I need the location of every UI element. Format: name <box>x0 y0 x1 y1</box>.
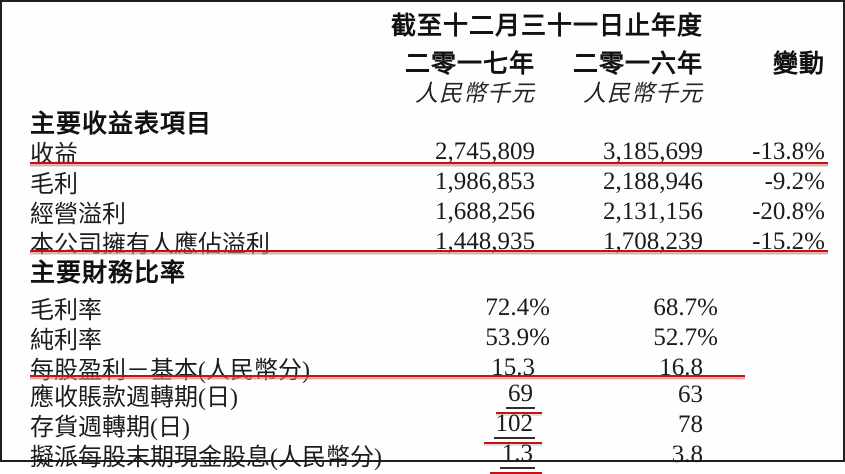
value-2016: 63 <box>678 380 703 408</box>
value-2016: 2,188,946 <box>603 167 703 195</box>
column-header-2016: 二零一六年 <box>572 50 703 78</box>
change-value: -20.8% <box>752 197 825 225</box>
change-value: -13.8% <box>752 137 825 165</box>
value-2016: 3,185,699 <box>603 137 703 165</box>
unit-label-2016: 人民幣千元 <box>583 81 703 106</box>
row-label: 存貨週轉期(日) <box>30 415 190 441</box>
highlighted-value: 1.3 <box>489 440 543 474</box>
table-row: 毛利率 72.4% 68.7% <box>30 290 821 325</box>
value-2017: 1.3 <box>382 440 550 474</box>
table-row: 擬派每股末期現金股息(人民幣分) 1.3 3.8 <box>30 437 821 474</box>
section-title: 主要收益表項目 <box>30 110 213 138</box>
value-2017: 1,688,256 <box>435 197 535 225</box>
table-header-period-row: 截至十二月三十一日止年度 <box>30 2 821 44</box>
section-title-row: 主要財務比率 <box>30 252 821 290</box>
row-label: 毛利率 <box>30 298 102 324</box>
column-header-change: 變動 <box>772 50 825 78</box>
row-label: 擬派每股末期現金股息(人民幣分) <box>30 445 382 471</box>
row-label: 純利率 <box>30 328 102 354</box>
table-header-units-row: 人民幣千元 人民幣千元 <box>30 74 821 106</box>
row-label: 毛利 <box>30 172 78 198</box>
highlighted-value: 102 <box>483 410 542 444</box>
value-2017: 1,986,853 <box>435 167 535 195</box>
value-2016: 2,131,156 <box>603 197 703 225</box>
table-row: 經營溢利 1,688,256 2,131,156 -20.8% <box>30 194 825 229</box>
unit-label-2017: 人民幣千元 <box>415 81 535 106</box>
value-2017: 102 <box>382 410 550 444</box>
value-2017: 72.4% <box>485 293 550 321</box>
value-2017: 2,745,809 <box>435 137 535 165</box>
row-label: 每股盈利－基本(人民幣分) <box>30 358 310 384</box>
value-2016: 78 <box>678 410 703 438</box>
column-header-2017: 二零一七年 <box>404 50 535 78</box>
table-row: 應收賬款週轉期(日) 69 63 <box>30 377 821 414</box>
highlighted-value: 69 <box>496 380 542 414</box>
table-row: 本公司擁有人應佔溢利 1,448,935 1,708,239 -15.2% <box>30 224 828 258</box>
row-label: 本公司擁有人應佔溢利 <box>30 232 270 258</box>
table-row: 收益 2,745,809 3,185,699 -13.8% <box>30 134 828 168</box>
change-value: -9.2% <box>764 167 825 195</box>
table-header-years-row: 二零一七年 二零一六年 變動 <box>30 44 824 78</box>
table-row: 毛利 1,986,853 2,188,946 -9.2% <box>30 164 825 199</box>
period-header: 截至十二月三十一日止年度 <box>390 12 703 40</box>
row-label: 應收賬款週轉期(日) <box>30 385 238 411</box>
value-2017: 69 <box>382 380 550 414</box>
value-2016: 68.7% <box>653 293 718 321</box>
value-2017: 53.9% <box>485 323 550 351</box>
row-label: 經營溢利 <box>30 202 126 228</box>
section-title-row: 主要收益表項目 <box>30 104 821 138</box>
value-2016: 3.8 <box>671 440 703 468</box>
value-2016: 52.7% <box>653 323 718 351</box>
table-row: 每股盈利－基本(人民幣分) 15.3 16.8 <box>30 350 821 384</box>
table-row: 存貨週轉期(日) 102 78 <box>30 407 821 444</box>
section-title: 主要財務比率 <box>30 259 187 287</box>
table-row: 純利率 53.9% 52.7% <box>30 320 821 355</box>
